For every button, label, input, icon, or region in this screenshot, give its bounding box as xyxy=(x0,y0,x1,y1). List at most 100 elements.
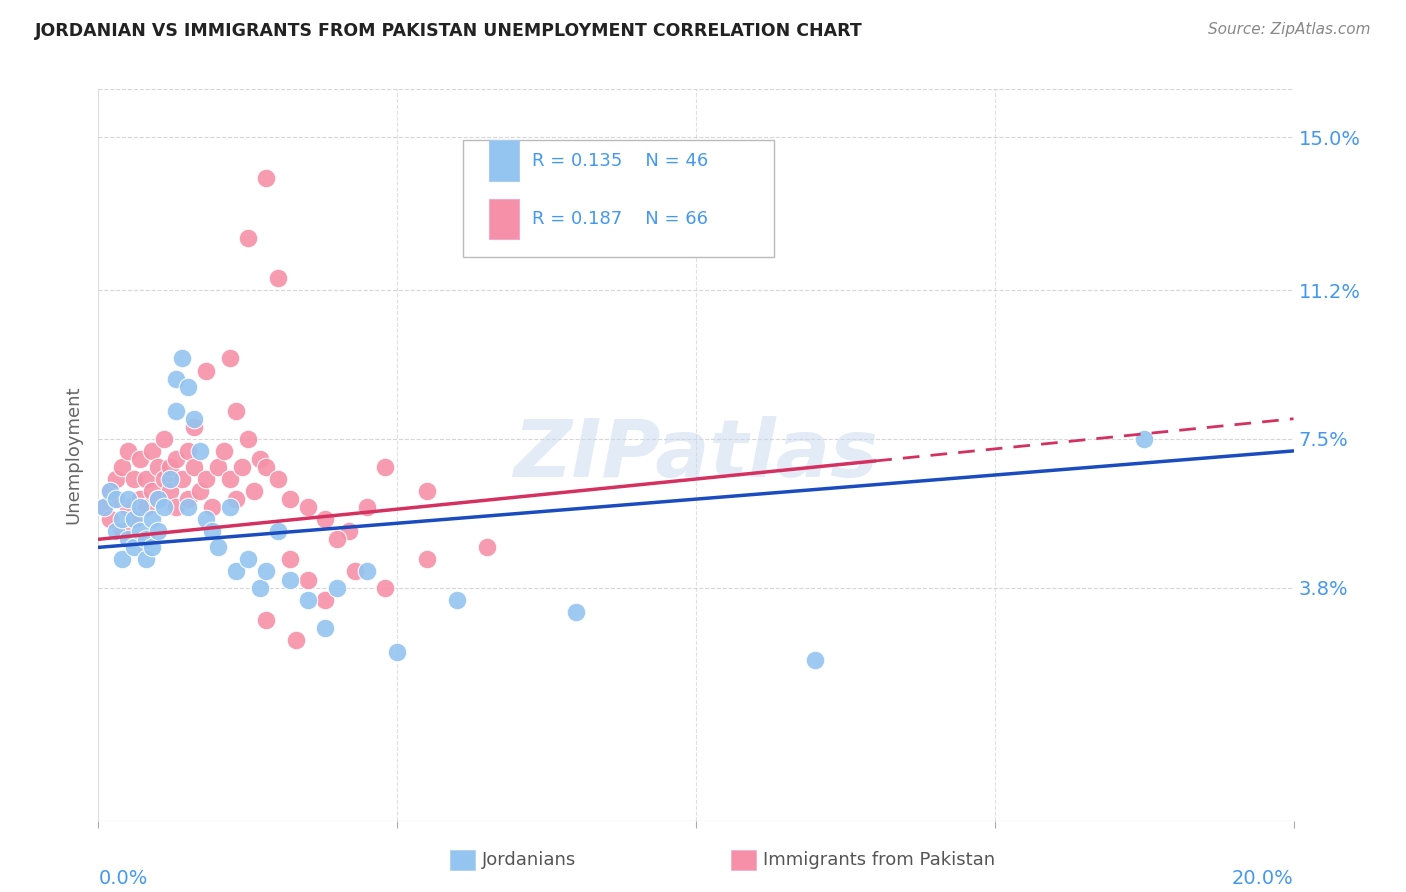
Point xyxy=(475,541,498,555)
Point xyxy=(315,592,337,607)
Point xyxy=(225,565,247,579)
Point xyxy=(356,500,378,515)
Point xyxy=(267,271,290,285)
Point xyxy=(254,170,277,185)
Point xyxy=(148,492,170,507)
Point xyxy=(105,492,128,507)
Point xyxy=(148,460,170,475)
Point xyxy=(177,379,200,393)
Point xyxy=(267,524,290,539)
Point xyxy=(183,411,205,425)
Point xyxy=(446,592,468,607)
Point xyxy=(225,492,247,507)
Text: R = 0.187    N = 66: R = 0.187 N = 66 xyxy=(533,210,709,228)
Text: JORDANIAN VS IMMIGRANTS FROM PAKISTAN UNEMPLOYMENT CORRELATION CHART: JORDANIAN VS IMMIGRANTS FROM PAKISTAN UN… xyxy=(35,22,863,40)
Point xyxy=(117,500,139,515)
Point xyxy=(207,460,229,475)
Point xyxy=(236,432,259,446)
Text: ZIPatlas: ZIPatlas xyxy=(513,416,879,494)
Point xyxy=(153,472,176,486)
Point xyxy=(177,492,200,507)
Point xyxy=(135,472,157,486)
Point xyxy=(93,500,115,515)
Point xyxy=(135,552,157,566)
Point xyxy=(172,351,194,366)
Point xyxy=(135,500,157,515)
Point xyxy=(212,443,235,458)
Text: 20.0%: 20.0% xyxy=(1232,869,1294,888)
Point xyxy=(225,403,247,417)
Point xyxy=(284,632,307,647)
Point xyxy=(249,452,271,467)
Y-axis label: Unemployment: Unemployment xyxy=(65,385,83,524)
Text: Jordanians: Jordanians xyxy=(482,851,576,869)
Point xyxy=(249,581,271,595)
Point xyxy=(297,573,319,587)
Point xyxy=(236,552,259,566)
Point xyxy=(105,524,128,539)
Point xyxy=(195,472,218,486)
Point xyxy=(188,443,211,458)
Text: 0.0%: 0.0% xyxy=(98,869,148,888)
Point xyxy=(111,524,134,539)
Point xyxy=(183,419,205,434)
Point xyxy=(129,524,152,539)
Point xyxy=(344,565,367,579)
Point xyxy=(278,573,301,587)
Point xyxy=(100,484,122,499)
Point xyxy=(124,541,146,555)
Point xyxy=(93,500,115,515)
Point xyxy=(105,472,128,486)
Point xyxy=(416,484,439,499)
Point xyxy=(111,552,134,566)
Point xyxy=(117,492,139,507)
Point xyxy=(356,565,378,579)
Point xyxy=(374,460,396,475)
Point xyxy=(105,492,128,507)
Point xyxy=(201,524,224,539)
Point xyxy=(416,552,439,566)
FancyBboxPatch shape xyxy=(463,140,773,258)
Point xyxy=(374,581,396,595)
Point xyxy=(129,452,152,467)
Point xyxy=(207,541,229,555)
Point xyxy=(219,472,242,486)
Point xyxy=(159,472,181,486)
Text: Immigrants from Pakistan: Immigrants from Pakistan xyxy=(763,851,995,869)
Point xyxy=(195,363,218,377)
Point xyxy=(141,512,163,526)
Text: Source: ZipAtlas.com: Source: ZipAtlas.com xyxy=(1208,22,1371,37)
Bar xyxy=(489,199,519,239)
Point xyxy=(135,533,157,547)
Point xyxy=(326,581,349,595)
Point xyxy=(315,512,337,526)
Point xyxy=(278,552,301,566)
Point xyxy=(165,403,187,417)
Point xyxy=(124,512,146,526)
Point xyxy=(278,492,301,507)
Point xyxy=(153,432,176,446)
Point xyxy=(1133,432,1156,446)
Point xyxy=(254,613,277,627)
Point xyxy=(148,492,170,507)
Point xyxy=(236,231,259,245)
Point xyxy=(177,443,200,458)
Point xyxy=(165,452,187,467)
Point xyxy=(254,460,277,475)
Point xyxy=(165,500,187,515)
Point xyxy=(100,484,122,499)
Point xyxy=(385,645,409,659)
Point xyxy=(165,371,187,385)
Point xyxy=(129,492,152,507)
Point xyxy=(141,484,163,499)
Point xyxy=(254,565,277,579)
Point xyxy=(117,443,139,458)
Point xyxy=(117,533,139,547)
Point xyxy=(111,512,134,526)
Point xyxy=(326,533,349,547)
Point xyxy=(339,524,360,539)
Point xyxy=(219,351,242,366)
Point xyxy=(159,484,181,499)
Point xyxy=(124,472,146,486)
Point xyxy=(315,621,337,635)
